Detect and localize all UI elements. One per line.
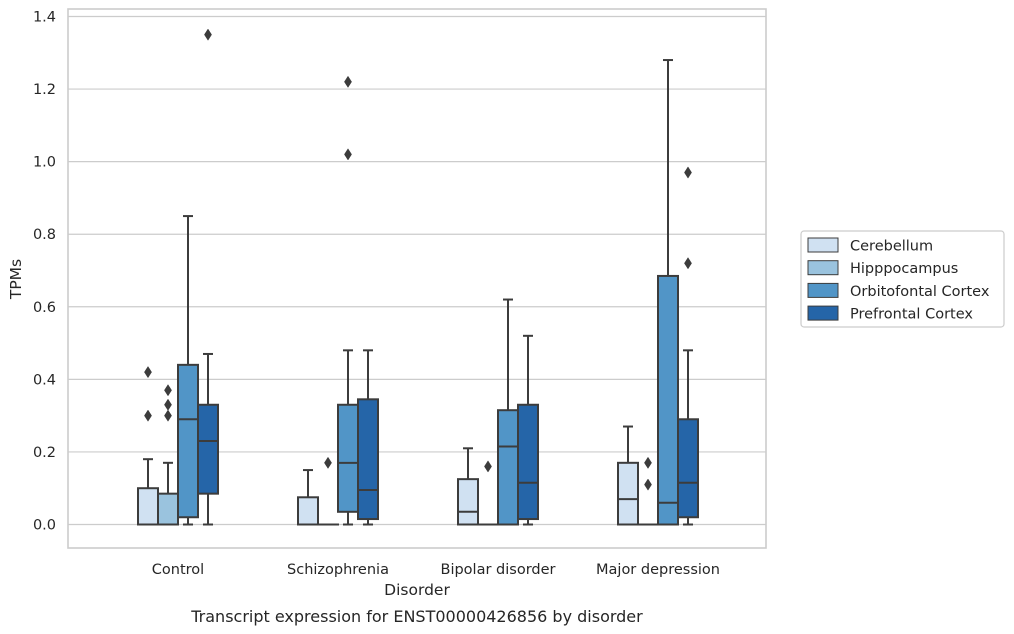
outlier-point <box>164 398 172 411</box>
y-tick-label: 1.2 <box>33 82 56 98</box>
iqr-box <box>457 478 479 526</box>
legend-item: Hipppocampus <box>807 260 958 277</box>
iqr-box <box>157 492 179 526</box>
box <box>617 425 639 526</box>
legend-label: Hipppocampus <box>850 261 958 277</box>
box <box>157 384 179 526</box>
legend: Cerebellum Hipppocampus Orbitofontal Corte… <box>800 230 1005 328</box>
y-tick-label: 1.4 <box>33 10 56 26</box>
box <box>177 215 199 526</box>
x-tick-label: Bipolar disorder <box>441 562 556 578</box>
x-axis-title: Disorder <box>384 581 450 599</box>
y-tick-label: 0.4 <box>33 372 56 388</box>
series-hipppocampus <box>157 384 659 526</box>
legend-swatch <box>807 282 839 298</box>
legend-swatch <box>807 305 839 321</box>
iqr-box <box>517 403 539 521</box>
iqr-box <box>657 274 679 526</box>
legend-item: Prefrontal Cortex <box>807 305 973 323</box>
box <box>517 334 539 526</box>
outlier-point <box>204 28 212 41</box>
box <box>477 460 499 526</box>
box <box>657 59 679 526</box>
box <box>197 28 219 526</box>
iqr-box <box>357 398 379 521</box>
y-tick-label: 0.2 <box>33 445 56 461</box>
box <box>357 349 379 526</box>
iqr-box <box>497 409 519 526</box>
legend-item: Cerebellum <box>807 237 933 255</box>
x-tick-label: Major depression <box>596 562 720 578</box>
legend-item: Orbitofontal Cortex <box>807 282 990 300</box>
y-tick-label: 0.0 <box>33 518 56 534</box>
outlier-point <box>164 409 172 422</box>
iqr-box <box>137 487 159 526</box>
outlier-point <box>164 384 172 397</box>
outlier-point <box>644 478 652 491</box>
y-tick-label: 1.0 <box>33 155 56 171</box>
box <box>677 166 699 526</box>
outlier-point <box>644 456 652 469</box>
y-tick-labels: 0.0 0.2 0.4 0.6 0.8 1.0 1.2 1.4 <box>33 10 56 534</box>
y-tick-label: 0.6 <box>33 300 56 316</box>
legend-label: Orbitofontal Cortex <box>850 284 990 300</box>
legend-frame <box>800 230 1005 328</box>
plot-frame <box>67 8 767 549</box>
legend-swatch <box>807 237 839 253</box>
iqr-box <box>617 461 639 526</box>
outlier-point <box>344 148 352 161</box>
box <box>297 469 319 526</box>
chart-caption: Transcript expression for ENST0000042685… <box>190 607 643 626</box>
series-prefrontal-cortex <box>197 28 699 526</box>
x-tick-label: Schizophrenia <box>287 562 389 578</box>
legend-label: Cerebellum <box>850 239 933 255</box>
series-cerebellum <box>137 366 639 526</box>
box-series <box>137 28 699 526</box>
box <box>637 456 659 526</box>
x-tick-labels: Control Schizophrenia Bipolar disorder Majo… <box>152 562 720 578</box>
series-orbitofontal-cortex <box>177 59 679 526</box>
outlier-point <box>484 460 492 473</box>
legend-label: Prefrontal Cortex <box>850 307 973 323</box>
iqr-box <box>197 403 219 495</box>
y-axis-title: TPMs <box>7 259 25 300</box>
legend-swatch <box>807 260 839 276</box>
outlier-point <box>684 257 692 270</box>
box <box>457 447 479 526</box>
x-tick-label: Control <box>152 562 204 578</box>
box <box>337 75 359 526</box>
box <box>497 298 519 526</box>
outlier-point <box>344 75 352 88</box>
outlier-point <box>144 409 152 422</box>
box <box>137 366 159 526</box>
iqr-box <box>297 496 319 526</box>
outlier-point <box>684 166 692 179</box>
outlier-point <box>324 456 332 469</box>
box <box>317 456 339 526</box>
iqr-box <box>177 363 199 519</box>
y-tick-label: 0.8 <box>33 227 56 243</box>
outlier-point <box>144 366 152 379</box>
plot-border <box>67 8 767 549</box>
iqr-box <box>677 418 699 519</box>
iqr-box <box>337 403 359 513</box>
